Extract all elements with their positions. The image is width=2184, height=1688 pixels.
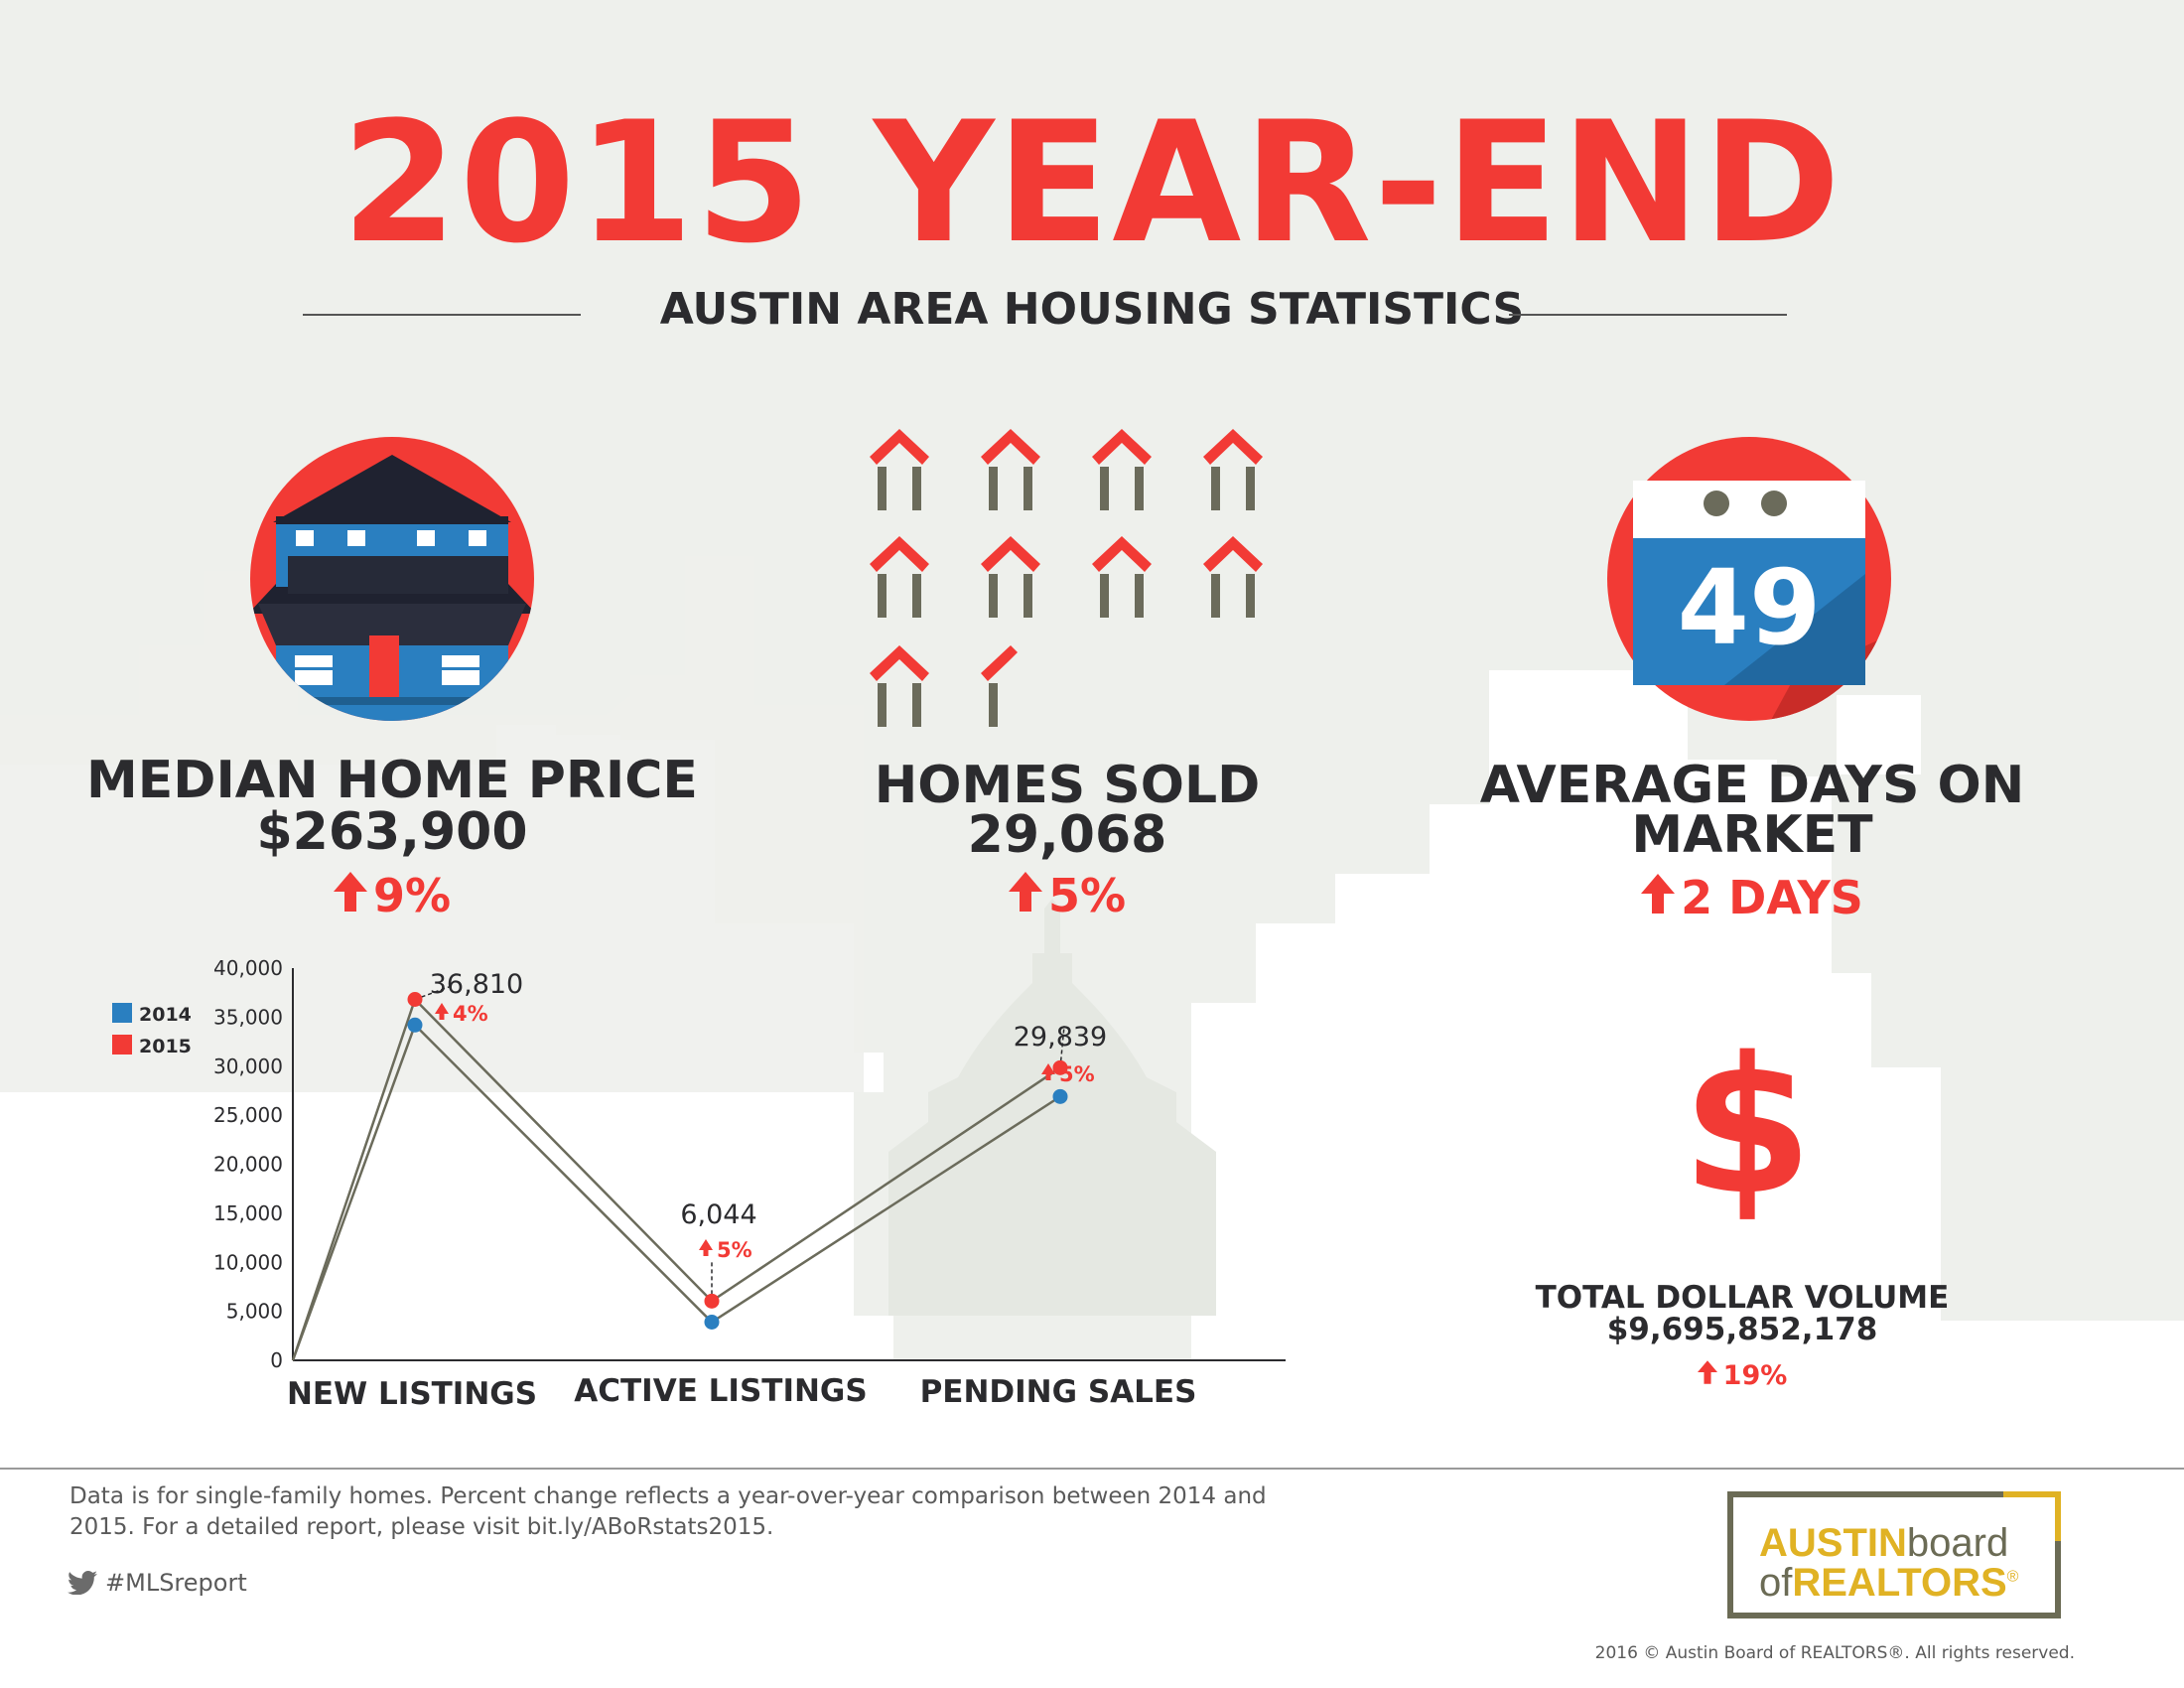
homes-sold-change-text: 5%: [1047, 869, 1127, 922]
house-outline-icon: [1092, 536, 1152, 618]
homes-sold-value: 29,068: [967, 805, 1167, 865]
y-tick-label: 0: [270, 1348, 283, 1372]
logo-board: board: [1906, 1521, 2009, 1565]
value-label: 6,044: [680, 1199, 756, 1230]
legend-label-2014: 2014: [139, 1004, 192, 1026]
y-tick-label: 5,000: [226, 1300, 283, 1324]
change-label-text: 5%: [717, 1238, 752, 1262]
data-point-2014: [1052, 1088, 1068, 1104]
data-point-2015: [704, 1293, 720, 1309]
homes-sold-label: HOMES SOLD: [874, 756, 1261, 815]
y-tick-label: 15,000: [213, 1201, 283, 1225]
main-title: 2015 YEAR-END: [341, 85, 1843, 280]
data-points: [407, 992, 1068, 1330]
austin-board-logo: AUSTINboard ofREALTORS®: [1727, 1491, 2061, 1618]
house-outline-icon: [981, 536, 1040, 618]
median-price-value: $263,900: [256, 802, 528, 862]
median-price-change-text: 9%: [372, 869, 452, 922]
value-label: 36,810: [430, 969, 523, 1000]
house-outline-icon: [1203, 429, 1263, 510]
dollar-volume-change-text: 19%: [1722, 1360, 1788, 1391]
hashtag-text: #MLSreport: [105, 1569, 247, 1597]
change-label: 5%: [699, 1238, 752, 1262]
days-on-market-change-text: 2 DAYS: [1681, 871, 1863, 924]
data-point-2015: [1052, 1059, 1068, 1075]
dollar-icon: $: [1681, 1017, 1814, 1236]
change-label: 5%: [1041, 1062, 1095, 1086]
y-tick-label: 20,000: [213, 1153, 283, 1177]
listings-line-chart: 40,000 35,000 30,000 25,000 20,000 15,000 10,0…: [112, 956, 1286, 1412]
y-tick-label: 40,000: [213, 956, 283, 980]
house-outline-icon: [1092, 429, 1152, 510]
median-price-label: MEDIAN HOME PRICE: [86, 751, 698, 810]
series-lines: [291, 997, 1061, 1361]
category-labels: NEW LISTINGS ACTIVE LISTINGS PENDING SALES: [287, 1373, 1197, 1412]
hashtag[interactable]: #MLSreport: [68, 1569, 247, 1597]
y-axis-ticks: 40,000 35,000 30,000 25,000 20,000 15,000 10,0…: [213, 956, 283, 1372]
house-outline-icon: [870, 536, 929, 618]
y-tick-label: 30,000: [213, 1055, 283, 1078]
category-label: NEW LISTINGS: [287, 1376, 537, 1412]
legend-swatch-2014: [112, 1003, 132, 1023]
copyright: 2016 © Austin Board of REALTORS®. All ri…: [1594, 1643, 2075, 1663]
y-tick-label: 35,000: [213, 1005, 283, 1029]
homes-sold-icons: [870, 429, 1263, 727]
footer-divider: [0, 1468, 2184, 1470]
data-point-2015: [407, 992, 423, 1008]
house-outline-icon: [1203, 536, 1263, 618]
days-on-market-label-line1: AVERAGE DAYS ON: [1479, 756, 2025, 815]
up-arrow-icon: [435, 1003, 449, 1020]
subtitle: AUSTIN AREA HOUSING STATISTICS: [659, 284, 1525, 335]
logo-of: of: [1759, 1561, 1793, 1605]
dollar-volume-label: TOTAL DOLLAR VOLUME: [1535, 1280, 1950, 1316]
category-label: PENDING SALES: [920, 1374, 1197, 1410]
dollar-volume-change: 19%: [1439, 1360, 2045, 1389]
days-on-market-label-line2: MARKET: [1631, 805, 1873, 865]
up-arrow-icon: [699, 1239, 713, 1256]
house-outline-icon-partial: [981, 645, 1018, 727]
house-icon: [250, 437, 534, 721]
legend-label-2015: 2015: [139, 1036, 192, 1057]
series-line-2014: [291, 1023, 1061, 1361]
change-label: 4%: [435, 1002, 488, 1026]
change-label-text: 5%: [1059, 1062, 1095, 1086]
data-point-2014: [407, 1017, 423, 1033]
y-tick-label: 25,000: [213, 1103, 283, 1127]
logo-corner-accent: [2003, 1491, 2061, 1541]
twitter-bird-icon: [68, 1571, 97, 1595]
subtitle-rule-left: [303, 314, 581, 316]
calendar-icon: 49: [1607, 437, 1891, 721]
category-label: ACTIVE LISTINGS: [574, 1373, 867, 1409]
subtitle-rule-right: [1509, 314, 1787, 316]
y-tick-label: 10,000: [213, 1250, 283, 1274]
footnote: Data is for single-family homes. Percent…: [69, 1483, 1267, 1541]
house-outline-icon: [981, 429, 1040, 510]
days-on-market-change: 2 DAYS: [1400, 874, 2105, 920]
change-label-text: 4%: [453, 1002, 488, 1026]
up-arrow-icon: [333, 872, 367, 912]
legend-swatch-2015: [112, 1035, 132, 1055]
up-arrow-icon: [1641, 874, 1676, 914]
series-line-2015: [291, 997, 1061, 1361]
up-arrow-icon: [1697, 1360, 1717, 1384]
logo-registered-mark: ®: [2006, 1568, 2019, 1586]
up-arrow-icon: [1008, 872, 1042, 912]
house-outline-icon: [870, 429, 929, 510]
up-arrow-icon: [1041, 1063, 1055, 1080]
logo-text: AUSTINboard ofREALTORS®: [1759, 1523, 2018, 1603]
house-outline-icon: [870, 645, 929, 727]
logo-austin: AUSTIN: [1759, 1521, 1907, 1565]
dollar-volume-value: $9,695,852,178: [1606, 1312, 1878, 1347]
homes-sold-change: 5%: [715, 872, 1420, 918]
calendar-number: 49: [1678, 547, 1822, 668]
median-price-change: 9%: [40, 872, 745, 918]
value-label: 29,839: [1014, 1022, 1107, 1053]
data-point-2014: [704, 1314, 720, 1330]
logo-realtors: REALTORS: [1792, 1561, 2007, 1605]
chart-legend: 2014 2015: [112, 1003, 192, 1057]
